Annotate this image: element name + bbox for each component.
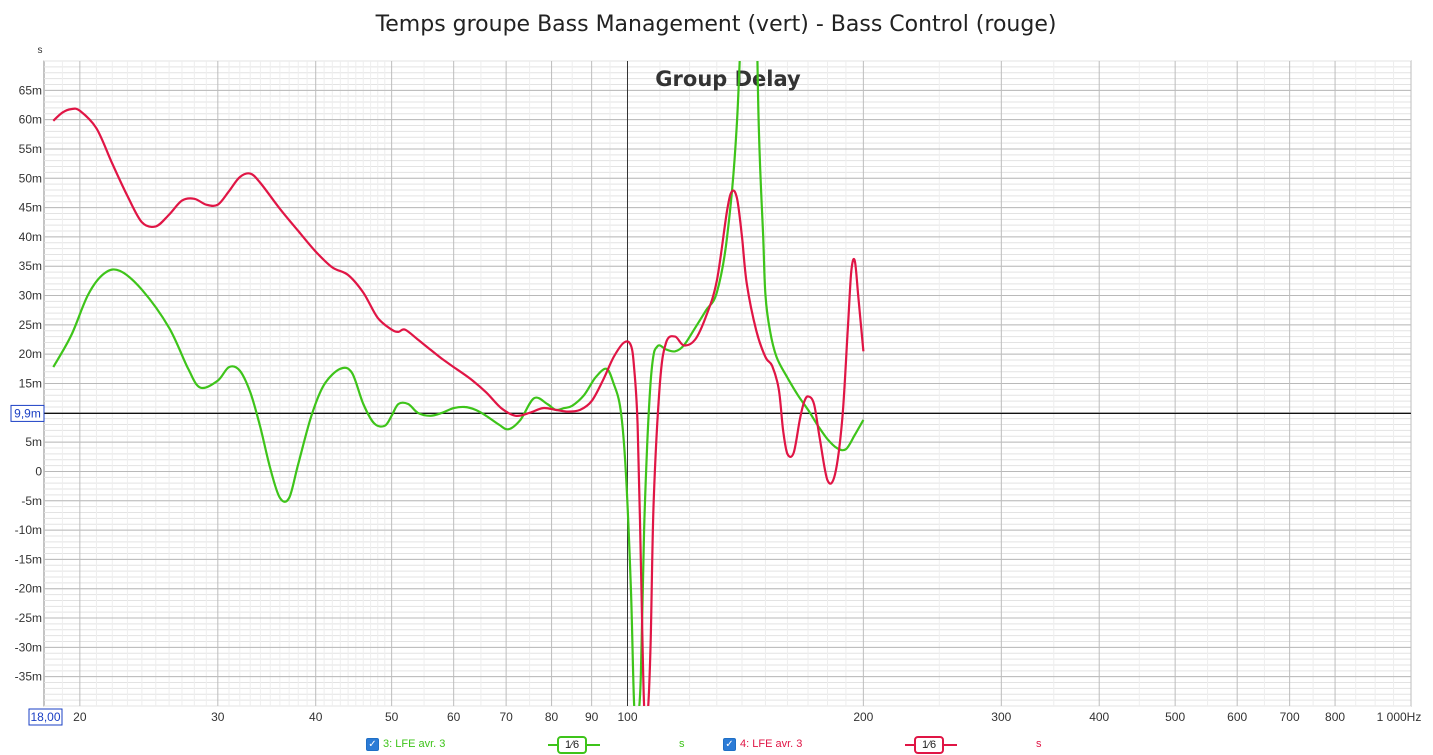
- cursor-y-readout-box: [10, 404, 45, 422]
- cursor-y-readout: 9,9m: [14, 406, 41, 420]
- y-tick-label: 50m: [19, 171, 42, 185]
- y-tick-label: -30m: [15, 640, 42, 654]
- series-layer: [52, 61, 865, 706]
- y-tick-label: -35m: [15, 670, 42, 684]
- x-tick-label: 90: [585, 710, 599, 724]
- legend-green-label: 3: LFE avr. 3: [383, 738, 446, 750]
- y-tick-label: 25m: [19, 318, 42, 332]
- x-tick-label: 800: [1325, 710, 1345, 724]
- y-tick-label: -5m: [21, 494, 42, 508]
- y-tick-label: 55m: [19, 142, 42, 156]
- chart-subtitle: Group Delay: [655, 67, 801, 91]
- x-tick-label: 70: [499, 710, 513, 724]
- cursor-crosshair[interactable]: 9,9m 18,00: [10, 61, 1411, 726]
- y-tick-label: -10m: [15, 523, 42, 537]
- x-tick-label: 700: [1280, 710, 1300, 724]
- cursor-x-readout: 18,00: [30, 710, 60, 724]
- y-tick-label: 20m: [19, 347, 42, 361]
- y-tick-label: 5m: [25, 435, 42, 449]
- y-tick-label: 60m: [19, 113, 42, 127]
- y-tick-label: 40m: [19, 230, 42, 244]
- cursor-x-readout-box: [28, 708, 63, 726]
- x-tick-label: 400: [1089, 710, 1109, 724]
- chart-title: Temps groupe Bass Management (vert) - Ba…: [375, 12, 1057, 37]
- x-tick-label: 500: [1165, 710, 1185, 724]
- y-tick-label: 65m: [19, 83, 42, 97]
- series-line-red: [52, 107, 865, 706]
- legend-item-green[interactable]: ✓ 3: LFE avr. 3: [366, 736, 445, 752]
- x-tick-label: 100: [617, 710, 637, 724]
- x-tick-label: 20: [73, 710, 87, 724]
- x-tick-label: 50: [385, 710, 399, 724]
- y-axis-unit: s: [38, 45, 43, 56]
- legend-green-unit: s: [679, 738, 685, 750]
- x-tick-label: 60: [447, 710, 461, 724]
- y-tick-label: 30m: [19, 289, 42, 303]
- y-axis-ticks: -35m -30m -25m -20m -15m -10m -5m 0 5m 15m 20m 25m 3…: [15, 83, 43, 683]
- x-tick-label: 40: [309, 710, 323, 724]
- x-tick-label: 600: [1227, 710, 1247, 724]
- y-tick-label: -20m: [15, 582, 42, 596]
- legend-item-red[interactable]: ✓ 4: LFE avr. 3: [723, 736, 802, 752]
- series-line-green: [52, 61, 865, 706]
- legend-red-unit: s: [1036, 738, 1042, 750]
- legend-red-smoothing[interactable]: 1⁄6: [914, 736, 945, 754]
- legend-green-checkbox[interactable]: ✓: [366, 737, 379, 751]
- x-tick-label: 300: [991, 710, 1011, 724]
- y-tick-label: -15m: [15, 552, 42, 566]
- y-tick-label: 0: [35, 464, 42, 478]
- y-tick-label: -25m: [15, 611, 42, 625]
- x-tick-label: 200: [853, 710, 873, 724]
- x-tick-label: 1 000Hz: [1377, 710, 1422, 724]
- y-tick-label: 15m: [19, 377, 42, 391]
- legend-red-label: 4: LFE avr. 3: [740, 738, 803, 750]
- y-tick-label: 45m: [19, 201, 42, 215]
- x-axis-ticks: 20 30 40 50 60 70 80 90 100 200 300 400 500 600 700 800…: [73, 710, 1421, 724]
- legend-red-checkbox[interactable]: ✓: [723, 737, 736, 751]
- legend-green-smoothing[interactable]: 1⁄6: [557, 736, 588, 754]
- y-tick-label: 35m: [19, 259, 42, 273]
- x-tick-label: 80: [545, 710, 559, 724]
- x-tick-label: 30: [211, 710, 225, 724]
